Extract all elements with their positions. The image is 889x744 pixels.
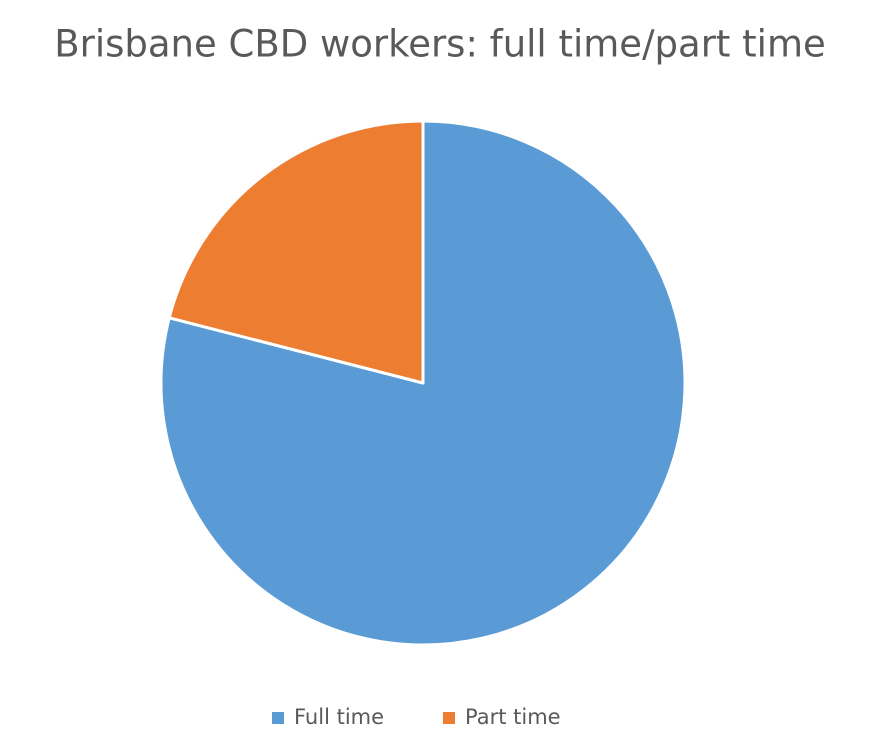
legend-swatch xyxy=(272,712,284,724)
pie-slice xyxy=(167,119,425,385)
chart-title: Brisbane CBD workers: full time/part tim… xyxy=(54,23,826,66)
legend-label: Full time xyxy=(294,705,384,729)
legend-label: Part time xyxy=(465,705,561,729)
legend-swatch xyxy=(443,712,455,724)
pie-slice xyxy=(159,119,687,647)
